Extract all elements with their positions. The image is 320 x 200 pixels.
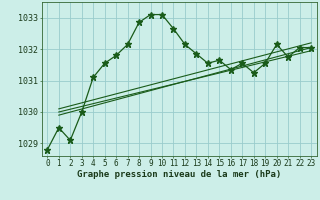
X-axis label: Graphe pression niveau de la mer (hPa): Graphe pression niveau de la mer (hPa) — [77, 170, 281, 179]
